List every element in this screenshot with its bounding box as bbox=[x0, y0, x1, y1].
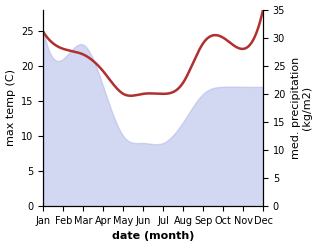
Y-axis label: med. precipitation
(kg/m2): med. precipitation (kg/m2) bbox=[291, 57, 313, 159]
Y-axis label: max temp (C): max temp (C) bbox=[5, 69, 16, 146]
X-axis label: date (month): date (month) bbox=[112, 231, 194, 242]
